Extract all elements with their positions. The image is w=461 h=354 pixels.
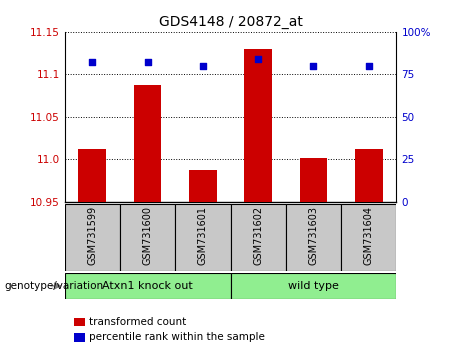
Bar (230, 273, 396, 299)
Text: wild type: wild type (288, 281, 339, 291)
Bar (78, 149, 106, 202)
Bar (65, 273, 230, 299)
Bar (230, 204, 286, 271)
Bar (244, 49, 272, 202)
Bar (175, 204, 230, 271)
Bar (355, 149, 383, 202)
Point (144, 59, 151, 65)
Bar (300, 158, 327, 202)
Point (254, 56, 262, 62)
Text: GSM731604: GSM731604 (364, 206, 374, 264)
Text: transformed count: transformed count (89, 317, 186, 327)
Point (310, 63, 317, 69)
Text: GSM731602: GSM731602 (253, 206, 263, 265)
Text: Atxn1 knock out: Atxn1 knock out (102, 281, 193, 291)
Bar (341, 204, 396, 271)
Bar (286, 204, 341, 271)
Point (365, 63, 372, 69)
Point (89, 59, 96, 65)
Title: GDS4148 / 20872_at: GDS4148 / 20872_at (159, 16, 302, 29)
Bar (120, 204, 175, 271)
Text: GSM731599: GSM731599 (87, 206, 97, 265)
Text: GSM731603: GSM731603 (308, 206, 319, 264)
Text: GSM731600: GSM731600 (142, 206, 153, 264)
Bar (134, 85, 161, 202)
Text: GSM731601: GSM731601 (198, 206, 208, 264)
Text: percentile rank within the sample: percentile rank within the sample (89, 332, 265, 342)
Text: genotype/variation: genotype/variation (5, 281, 104, 291)
Point (199, 63, 207, 69)
Bar (189, 170, 217, 202)
Bar (65, 204, 120, 271)
